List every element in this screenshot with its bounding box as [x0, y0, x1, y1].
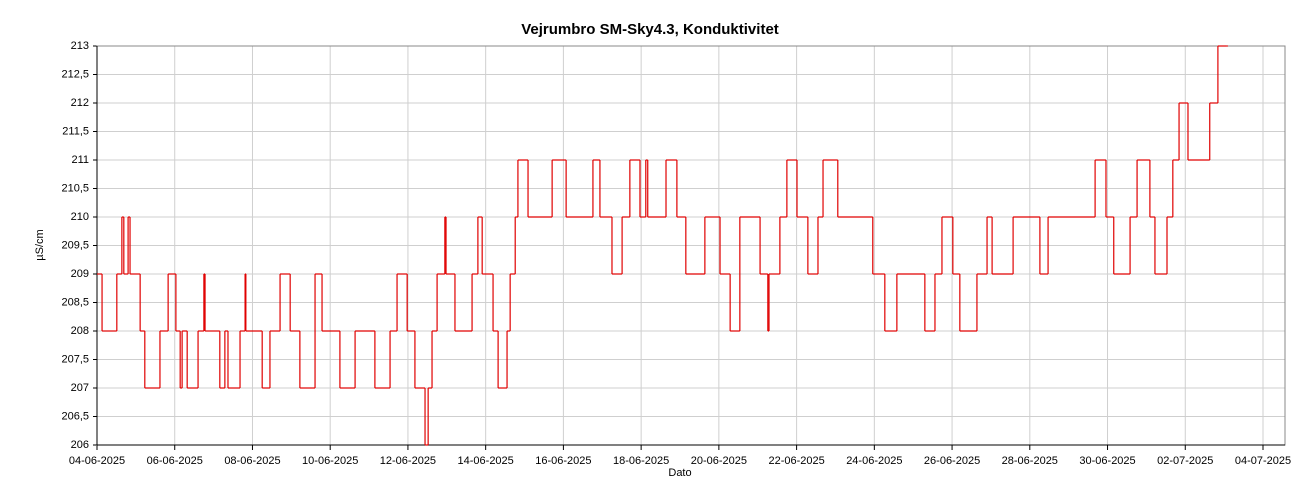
x-tick-label: 20-06-2025 — [691, 455, 747, 467]
x-tick-label: 06-06-2025 — [147, 455, 203, 467]
y-tick-label: 210 — [71, 211, 89, 223]
x-axis-label: Dato — [668, 467, 691, 479]
y-tick-label: 211,5 — [62, 125, 89, 137]
y-tick-label: 212 — [71, 97, 89, 109]
y-tick-label: 207,5 — [61, 353, 89, 365]
y-tick-label: 206 — [71, 439, 89, 451]
x-tick-label: 04-07-2025 — [1235, 455, 1291, 467]
x-tick-label: 22-06-2025 — [768, 455, 824, 467]
y-tick-label: 208 — [71, 325, 89, 337]
x-tick-label: 26-06-2025 — [924, 455, 980, 467]
x-tick-label: 04-06-2025 — [69, 455, 125, 467]
y-tick-label: 209 — [71, 268, 89, 280]
y-tick-label: 209,5 — [61, 239, 89, 251]
x-tick-label: 24-06-2025 — [846, 455, 902, 467]
x-tick-label: 28-06-2025 — [1002, 455, 1058, 467]
y-tick-label: 208,5 — [61, 296, 89, 308]
x-tick-label: 14-06-2025 — [458, 455, 514, 467]
x-tick-label: 10-06-2025 — [302, 455, 358, 467]
x-tick-label: 16-06-2025 — [535, 455, 591, 467]
x-tick-label: 08-06-2025 — [224, 455, 280, 467]
y-axis-label: µS/cm — [34, 229, 46, 260]
x-tick-label: 30-06-2025 — [1079, 455, 1135, 467]
y-tick-label: 212,5 — [61, 68, 89, 80]
y-tick-label: 210,5 — [61, 182, 89, 194]
x-tick-label: 02-07-2025 — [1157, 455, 1213, 467]
x-tick-label: 18-06-2025 — [613, 455, 669, 467]
y-tick-label: 207 — [71, 382, 89, 394]
x-tick-label: 12-06-2025 — [380, 455, 436, 467]
y-tick-label: 211 — [71, 154, 89, 166]
y-tick-label: 206,5 — [61, 410, 89, 422]
chart-title: Vejrumbro SM-Sky4.3, Konduktivitet — [521, 21, 779, 38]
y-tick-label: 213 — [71, 40, 89, 52]
